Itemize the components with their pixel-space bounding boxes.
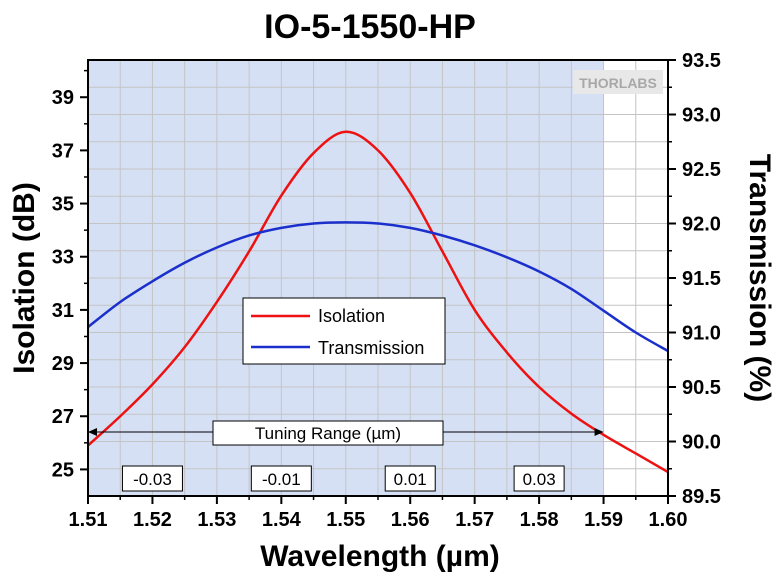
y-tick-label: 37 xyxy=(52,140,74,162)
x-tick-label: 1.57 xyxy=(455,509,494,531)
tuning-range-label-box xyxy=(212,420,444,446)
y2-tick-label: 90.0 xyxy=(682,432,721,454)
x-tick-label: 1.54 xyxy=(262,509,302,531)
offset-box-label: -0.01 xyxy=(262,470,301,489)
y2-tick-label: 90.5 xyxy=(682,377,721,399)
tuning-range-label: Tuning Range (µm) xyxy=(255,424,401,443)
x-tick-label: 1.55 xyxy=(326,509,365,531)
y-tick-label: 33 xyxy=(52,247,74,269)
tuning-arrowhead-left xyxy=(88,428,97,436)
y2-tick-label: 92.0 xyxy=(682,214,721,236)
x-tick-label: 1.60 xyxy=(649,509,688,531)
legend: Isolation Transmission xyxy=(242,297,446,365)
y-tick-label: 29 xyxy=(52,353,74,375)
x-tick-label: 1.53 xyxy=(197,509,236,531)
y-axis-left: 25 27 29 31 33 35 37 39 xyxy=(52,69,88,481)
x-tick-label: 1.51 xyxy=(69,509,108,531)
offset-box-label: -0.03 xyxy=(133,470,172,489)
y-axis-right: 89.5 90.0 90.5 91.0 91.5 92.0 92.5 93.0 93.5 xyxy=(668,50,721,508)
y-axis-title: Isolation (dB) xyxy=(8,182,41,374)
x-axis: 1.51 1.52 1.53 1.54 1.55 1.56 1.57 1.58 1.59 1.60 xyxy=(69,496,688,531)
logo-background xyxy=(573,70,663,94)
legend-box xyxy=(242,297,446,365)
y2-tick-label: 93.0 xyxy=(682,105,721,127)
offset-box xyxy=(513,465,565,492)
chart-title: IO-5-1550-HP xyxy=(264,8,476,46)
offset-box xyxy=(384,465,436,492)
series-line-transmission xyxy=(87,221,669,353)
x-tick-label: 1.58 xyxy=(520,509,559,531)
tuning-range-annotation: Tuning Range (µm) -0.03 -0.01 0.01 0.03 xyxy=(88,420,604,492)
series-line-isolation xyxy=(87,130,669,474)
y2-tick-label: 93.5 xyxy=(682,50,721,72)
x-tick-label: 1.56 xyxy=(391,509,430,531)
y-tick-label: 39 xyxy=(52,87,74,109)
x-tick-label: 1.59 xyxy=(584,509,623,531)
y2-tick-label: 91.5 xyxy=(682,268,721,290)
offset-box-label: 0.03 xyxy=(523,470,556,489)
x-tick-label: 1.52 xyxy=(133,509,172,531)
offset-box xyxy=(250,465,312,492)
series-layer xyxy=(87,130,669,474)
legend-label-transmission: Transmission xyxy=(318,338,424,358)
x-axis-title: Wavelength (µm) xyxy=(260,540,500,573)
logo-text: THORLABS xyxy=(579,75,657,91)
offset-box xyxy=(121,465,183,492)
y2-tick-label: 89.5 xyxy=(682,486,721,508)
tuning-arrowhead-right xyxy=(594,428,604,436)
offset-box-label: 0.01 xyxy=(394,470,427,489)
y-tick-label: 35 xyxy=(52,194,74,216)
thorlabs-logo: THORLABS xyxy=(573,70,663,94)
y2-tick-label: 92.5 xyxy=(682,159,721,181)
y-tick-label: 25 xyxy=(52,459,74,481)
y2-tick-label: 91.0 xyxy=(682,323,721,345)
y-tick-label: 31 xyxy=(52,300,74,322)
y2-axis-title: Transmission (%) xyxy=(743,154,776,402)
y-tick-label: 27 xyxy=(52,406,74,428)
legend-label-isolation: Isolation xyxy=(318,306,385,326)
